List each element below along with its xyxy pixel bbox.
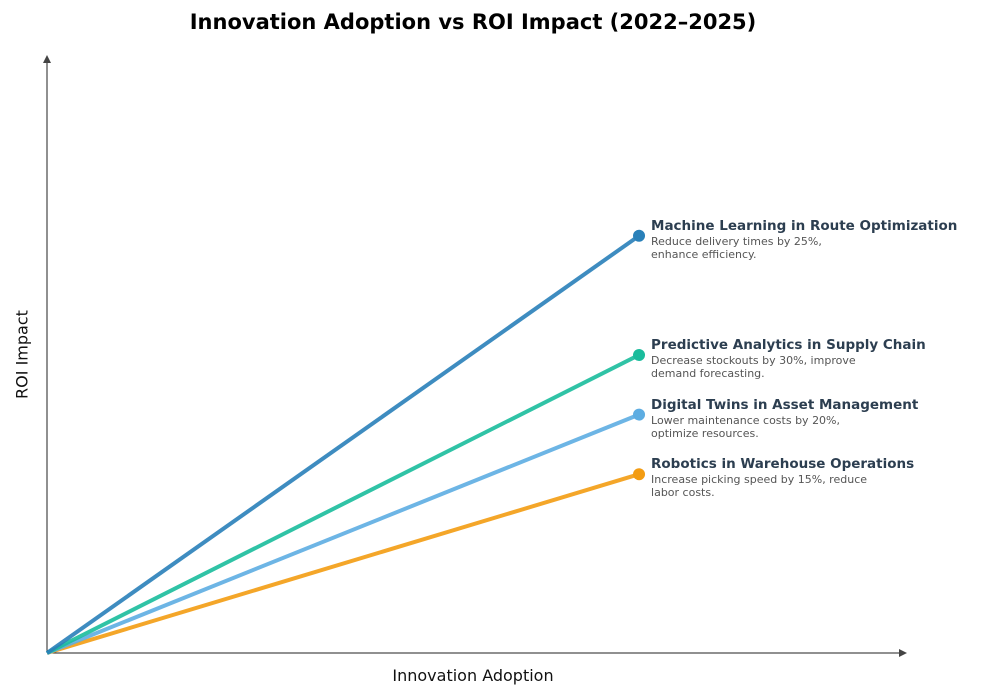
series-name: Machine Learning in Route Optimization (651, 217, 958, 234)
series-annotation: Machine Learning in Route Optimization Re… (651, 218, 957, 261)
series-endpoint-0 (633, 229, 646, 242)
y-axis-label: ROI Impact (12, 310, 32, 399)
series-name: Digital Twins in Asset Management (651, 396, 919, 413)
series-endpoint-1 (633, 349, 646, 361)
series-description: Lower maintenance costs by 20%, optimize… (651, 413, 841, 440)
series-description: Decrease stockouts by 30%, improve deman… (651, 354, 856, 380)
series-description: Reduce delivery times by 25%, enhance ef… (651, 234, 822, 261)
series-line-2 (46, 412, 640, 655)
series-line-1 (46, 353, 640, 655)
series-name: Robotics in Warehouse Operations (651, 456, 915, 473)
chart-title: Innovation Adoption vs ROI Impact (2022–… (189, 10, 757, 34)
series-name: Predictive Analytics in Supply Chain (651, 337, 926, 353)
series-annotation: Predictive Analytics in Supply Chain Decr… (651, 337, 926, 380)
series-description: Increase picking speed by 15%, reduce la… (651, 473, 868, 500)
series-line-0 (45, 234, 641, 655)
series-endpoint-3 (633, 468, 646, 481)
series-endpoint-2 (633, 408, 646, 421)
x-axis-label: Innovation Adoption (392, 666, 554, 685)
series-line-3 (46, 472, 640, 655)
series-annotation: Robotics in Warehouse Operations Increase… (651, 456, 914, 499)
series-annotation: Digital Twins in Asset Management Lower m… (651, 397, 918, 440)
